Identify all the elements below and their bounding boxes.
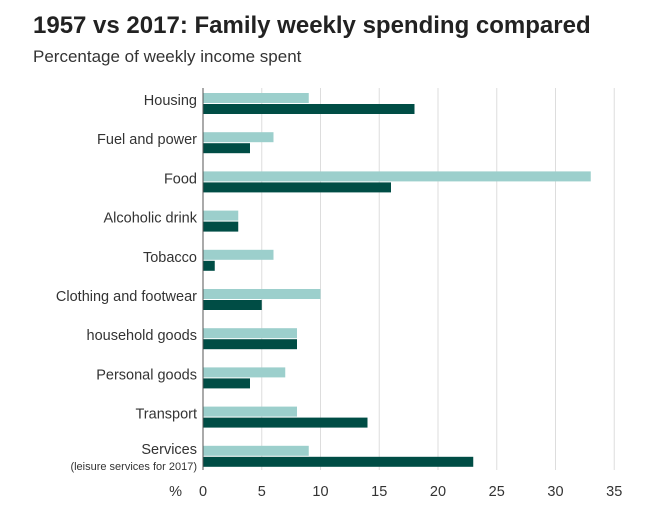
x-tick-label: 0 <box>199 484 207 500</box>
x-tick-label: 5 <box>258 484 266 500</box>
category-label: Personal goods <box>96 367 197 383</box>
bar-2017: Housing 2017: 18% <box>203 104 415 114</box>
category-label: Transport <box>135 407 197 423</box>
category-label: Alcoholic drink <box>104 211 198 227</box>
category-label: Clothing and footwear <box>56 289 197 305</box>
category-label: household goods <box>87 328 197 344</box>
x-tick-label: 35 <box>606 484 622 500</box>
bar-2017: household goods 2017: 8% <box>203 339 297 350</box>
x-tick-label: 30 <box>547 484 563 500</box>
bar-2017: Services 2017: 23% <box>203 456 474 467</box>
bar-1957: Food 1957: 33% <box>203 171 591 182</box>
bar-1957: household goods 1957: 8% <box>203 328 297 339</box>
category-label: Food <box>164 171 197 187</box>
bar-1957: Tobacco 1957: 6% <box>203 249 274 260</box>
bar-1957: Fuel and power 1957: 6% <box>203 132 274 143</box>
bar-2017: Food 2017: 16% <box>203 182 391 193</box>
bar-1957: Services 1957: 9% <box>203 445 309 456</box>
bar-1957: Housing 1957: 9% <box>203 93 309 103</box>
x-tick-label: 20 <box>430 484 446 500</box>
bar-1957: Transport 1957: 8% <box>203 406 297 417</box>
x-tick-label: 25 <box>489 484 505 500</box>
category-label: Fuel and power <box>97 132 197 148</box>
chart-title: 1957 vs 2017: Family weekly spending com… <box>33 12 591 39</box>
x-tick-label: 15 <box>371 484 387 500</box>
bar-2017: Alcoholic drink 2017: 3% <box>203 221 239 232</box>
bar-2017: Tobacco 2017: 1% <box>203 260 215 271</box>
bar-1957: Clothing and footwear 1957: 10% <box>203 289 321 299</box>
bar-2017: Personal goods 2017: 4% <box>203 378 250 389</box>
x-tick-label: 10 <box>312 484 328 500</box>
bar-2017: Clothing and footwear 2017: 5% <box>203 300 262 310</box>
category-label: Housing <box>144 93 197 109</box>
x-axis-label: % <box>169 484 182 500</box>
chart-subtitle: Percentage of weekly income spent <box>33 47 302 66</box>
bar-2017: Transport 2017: 14% <box>203 417 368 428</box>
category-label: Services <box>141 442 197 458</box>
category-sublabel: (leisure services for 2017) <box>70 461 197 473</box>
bar-1957: Alcoholic drink 1957: 3% <box>203 210 239 221</box>
bar-2017: Fuel and power 2017: 4% <box>203 143 250 154</box>
category-label: Tobacco <box>143 250 197 266</box>
bar-1957: Personal goods 1957: 7% <box>203 367 286 378</box>
